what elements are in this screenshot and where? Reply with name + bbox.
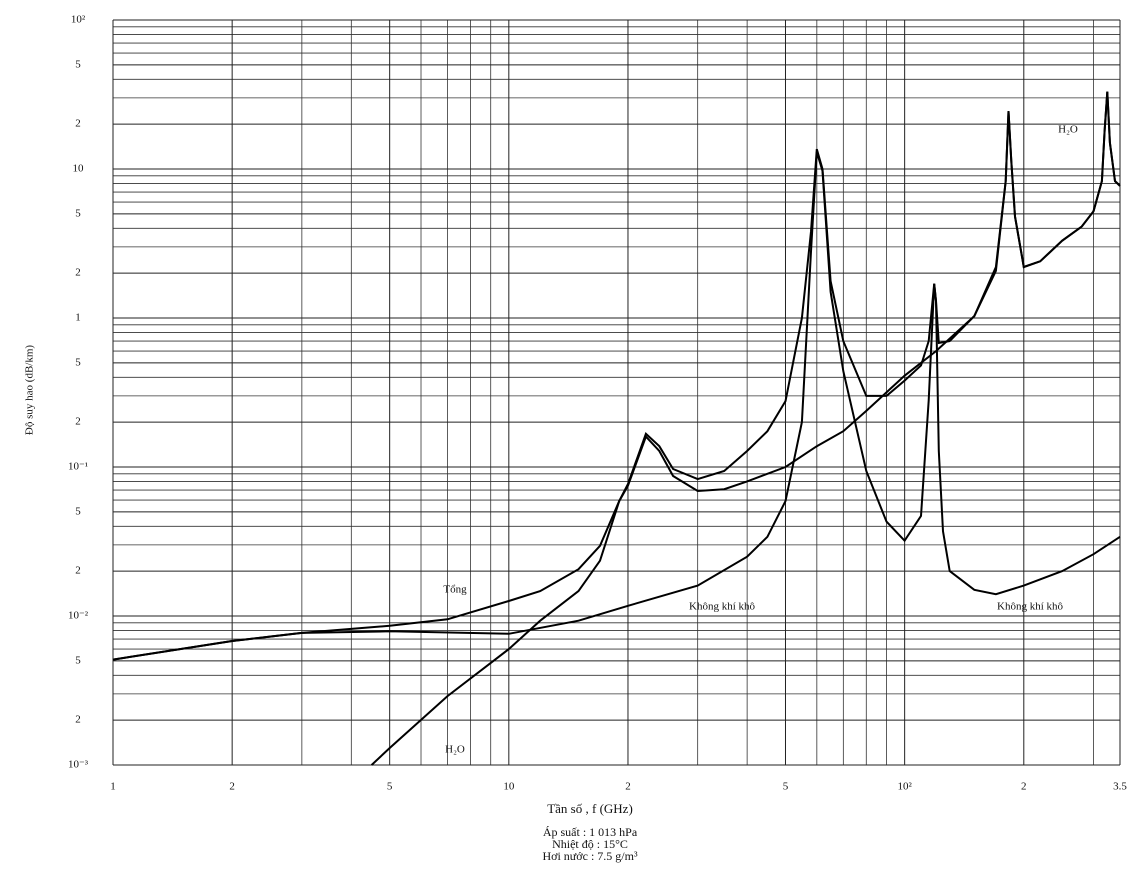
x-tick-label: 1 [110,781,116,793]
y-tick-label: 2 [75,416,81,428]
x-tick-label: 3.5 [1113,781,1127,793]
curve-label: H₂O [1058,124,1078,136]
y-tick-label: 5 [75,356,81,368]
y-tick-label: 2 [75,118,81,130]
curve-label: H₂O [445,744,465,756]
note: Hơi nước : 7.5 g/m³ [542,849,638,863]
x-tick-label: 2 [625,781,631,793]
y-tick-label: 2 [75,714,81,726]
y-tick-label: 5 [75,58,81,70]
curve-label: Không khí khô [689,601,756,613]
curve-label: Tổng [443,584,467,596]
y-tick-label: 1 [75,312,81,324]
x-tick-label: 2 [229,781,235,793]
note: Nhiệt độ : 15°C [552,837,628,851]
curve-label: Không khí khô [997,601,1064,613]
y-tick-label: 2 [75,565,81,577]
y-tick-label: 5 [75,654,81,666]
x-tick-label: 10² [897,781,912,793]
note: Áp suất : 1 013 hPa [543,825,638,839]
x-tick-label: 5 [387,781,393,793]
y-axis-label: Độ suy hao (dB/km) [24,345,36,435]
line-series [112,91,1121,661]
y-tick-label: 10 [73,163,85,175]
line-series [370,91,1121,766]
y-tick-label: 10⁻² [68,610,89,622]
y-tick-label: 2 [75,267,81,279]
y-tick-label: 5 [75,207,81,219]
y-tick-label: 10⁻¹ [68,461,88,473]
y-tick-label: 10² [71,14,86,26]
y-tick-label: 10⁻³ [68,759,89,771]
x-axis-label: Tần số , f (GHz) [547,801,633,816]
x-tick-label: 10 [503,781,515,793]
x-tick-label: 2 [1021,781,1027,793]
x-tick-label: 5 [783,781,789,793]
y-tick-label: 5 [75,505,81,517]
line-series [112,151,1121,661]
